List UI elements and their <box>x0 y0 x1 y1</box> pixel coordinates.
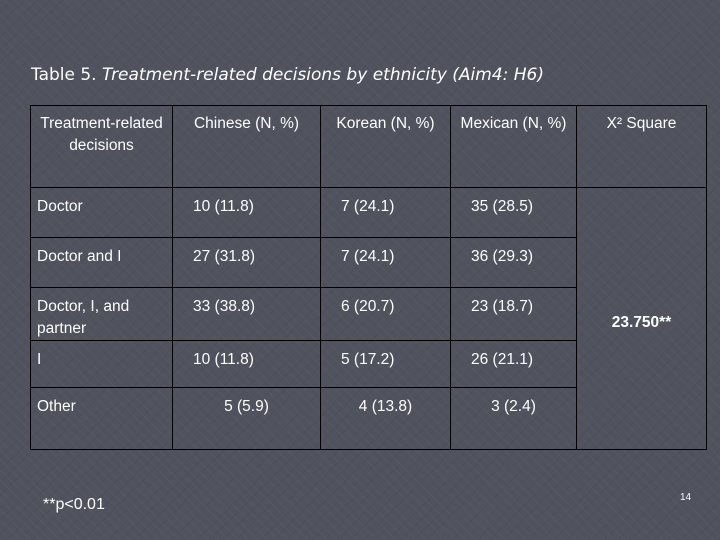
slide-title: Table 5. Treatment-related decisions by … <box>31 65 544 85</box>
table-row: Doctor, I, and partner 33 (38.8) 6 (20.7… <box>30 287 707 341</box>
cell-korean: 5 (17.2) <box>320 340 451 388</box>
table-row: Doctor and I 27 (31.8) 7 (24.1) 36 (29.3… <box>30 237 707 288</box>
title-prefix: Table 5. <box>31 65 102 85</box>
cell-chinese: 10 (11.8) <box>172 340 321 388</box>
header-row: Treatment-related decisions Chinese (N, … <box>30 105 707 188</box>
table-container: Treatment-related decisions Chinese (N, … <box>30 105 718 450</box>
footnote: **p<0.01 <box>43 496 105 513</box>
row-label: I <box>30 340 173 388</box>
cell-mexican: 36 (29.3) <box>450 237 577 288</box>
row-label: Doctor, I, and partner <box>30 287 173 341</box>
cell-korean: 7 (24.1) <box>320 237 451 288</box>
row-label: Doctor <box>30 187 173 238</box>
cell-korean: 4 (13.8) <box>320 387 451 450</box>
table-row: I 10 (11.8) 5 (17.2) 26 (21.1) <box>30 340 707 388</box>
cell-chinese: 27 (31.8) <box>172 237 321 288</box>
header-mexican: Mexican (N, %) <box>450 105 577 188</box>
cell-chinese: 10 (11.8) <box>172 187 321 238</box>
title-italic: Treatment-related decisions by ethnicity… <box>102 65 545 85</box>
cell-mexican: 35 (28.5) <box>450 187 577 238</box>
page-number: 14 <box>680 492 692 503</box>
cell-mexican: 26 (21.1) <box>450 340 577 388</box>
table-row: Doctor 10 (11.8) 7 (24.1) 35 (28.5) 23.7… <box>30 187 707 450</box>
header-chi-square: X² Square <box>576 105 707 188</box>
cell-mexican: 23 (18.7) <box>450 287 577 341</box>
cell-chinese: 5 (5.9) <box>172 387 321 450</box>
row-label: Doctor and I <box>30 237 173 288</box>
cell-mexican: 3 (2.4) <box>450 387 577 450</box>
table-row: Other 5 (5.9) 4 (13.8) 3 (2.4) <box>30 387 707 450</box>
results-table: Treatment-related decisions Chinese (N, … <box>30 105 707 450</box>
header-decisions: Treatment-related decisions <box>30 105 173 188</box>
cell-korean: 6 (20.7) <box>320 287 451 341</box>
cell-korean: 7 (24.1) <box>320 187 451 238</box>
chi-square-value: 23.750** <box>576 187 707 450</box>
header-chinese: Chinese (N, %) <box>172 105 321 188</box>
cell-chinese: 33 (38.8) <box>172 287 321 341</box>
header-korean: Korean (N, %) <box>320 105 451 188</box>
row-label: Other <box>30 387 173 450</box>
